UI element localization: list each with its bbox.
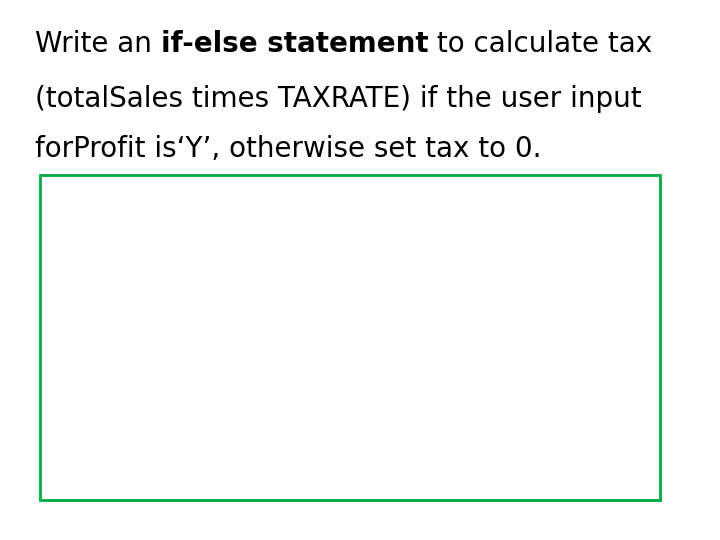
Text: forProfit is‘Y’, otherwise set tax to 0.: forProfit is‘Y’, otherwise set tax to 0.	[35, 135, 541, 163]
Text: (totalSales times TAXRATE) if the user input: (totalSales times TAXRATE) if the user i…	[35, 85, 642, 113]
Bar	[40, 175, 660, 500]
Text: to calculate tax: to calculate tax	[428, 30, 652, 58]
Text: if-else statement: if-else statement	[161, 30, 428, 58]
Text: Write an: Write an	[35, 30, 161, 58]
